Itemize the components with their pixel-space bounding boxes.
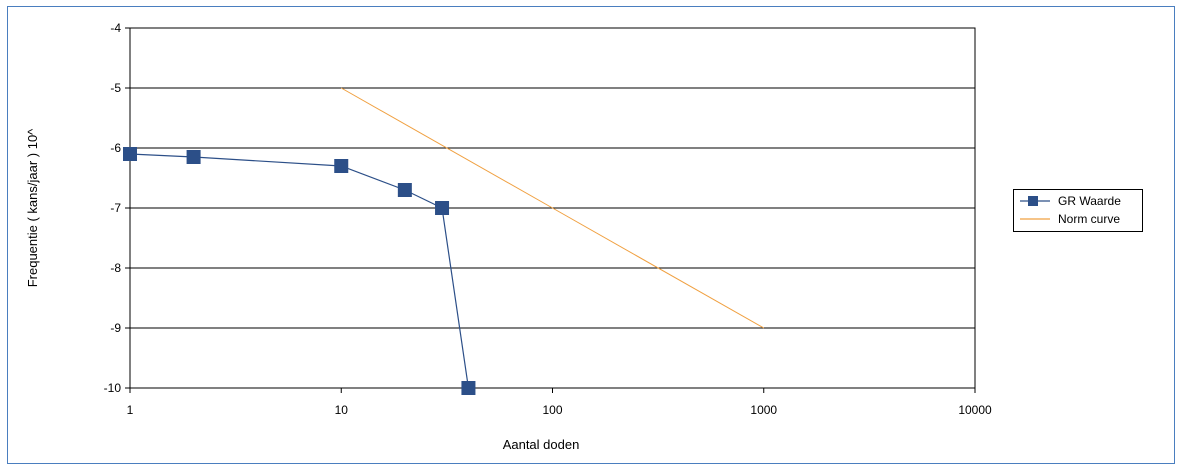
series-line-norm-curve — [341, 87, 764, 329]
legend-label-gr-waarde: GR Waarde — [1058, 194, 1121, 208]
series-line-gr-waarde — [129, 153, 470, 389]
y-tick-label: -10 — [104, 381, 122, 395]
x-tick-label: 1 — [127, 403, 134, 417]
x-tick-label: 100 — [542, 403, 562, 417]
y-axis-title: Frequentie ( kans/jaar ) 10^ — [25, 128, 40, 287]
series-layer — [123, 87, 764, 395]
data-point-gr-waarde — [397, 183, 412, 197]
legend-label-norm-curve: Norm curve — [1058, 212, 1121, 226]
y-tick-label: -6 — [110, 141, 121, 155]
legend: GR Waarde Norm curve — [1013, 189, 1143, 232]
legend-swatch-gr-waarde — [1020, 196, 1050, 206]
x-axis-title: Aantal doden — [503, 437, 580, 452]
x-tick-label: 10 — [335, 403, 349, 417]
data-point-gr-waarde — [435, 201, 450, 215]
y-tick-label: -7 — [110, 201, 121, 215]
y-tick-label: -4 — [110, 21, 121, 35]
data-point-gr-waarde — [186, 150, 201, 164]
x-tick-label: 10000 — [958, 403, 992, 417]
legend-item-norm-curve: Norm curve — [1014, 211, 1142, 227]
data-point-gr-waarde — [461, 381, 476, 395]
legend-swatch-norm-curve — [1020, 218, 1050, 220]
data-point-gr-waarde — [123, 147, 137, 161]
y-tick-label: -9 — [110, 321, 121, 335]
x-tick-label: 1000 — [750, 403, 777, 417]
label-layer: -4 -5 -6 -7 -8 -9 -10 1 10 100 1000 10000 — [104, 21, 992, 417]
y-tick-label: -8 — [110, 261, 121, 275]
y-tick-label: -5 — [110, 81, 121, 95]
data-point-gr-waarde — [334, 159, 349, 173]
legend-item-gr-waarde: GR Waarde — [1014, 193, 1142, 209]
